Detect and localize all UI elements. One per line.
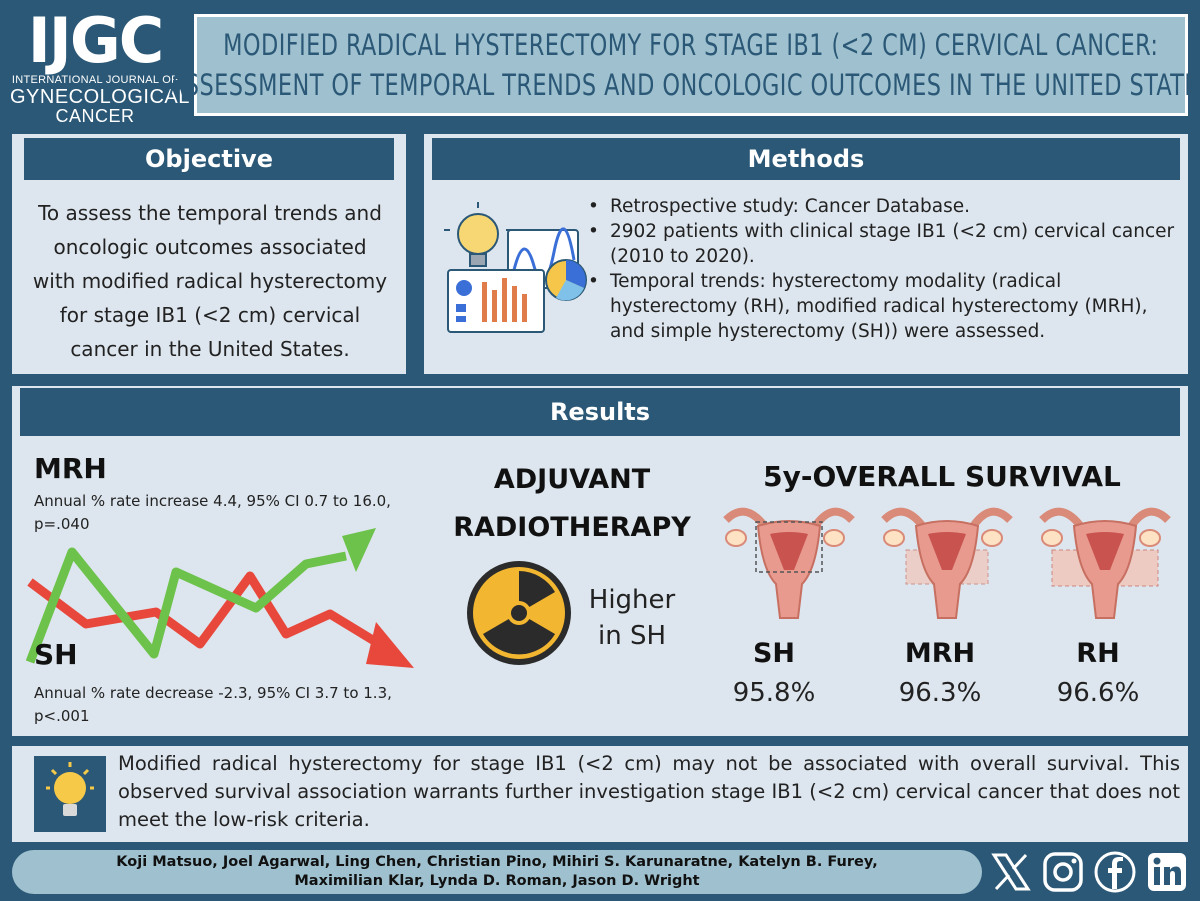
objective-text: To assess the temporal trends and oncolo…: [32, 201, 388, 361]
authors-line2: Maximilian Klar, Lynda D. Roman, Jason D…: [294, 873, 700, 889]
logo-line1: INTERNATIONAL JOURNAL OF: [11, 74, 179, 86]
journal-logo: IJGC INTERNATIONAL JOURNAL OF GYNECOLOGI…: [10, 4, 190, 126]
uterus-rh-icon: [1039, 507, 1171, 619]
uterus-sh-icon: [723, 507, 855, 619]
survival-rh-value: 96.6%: [1056, 678, 1140, 708]
survival-sh-value: 95.8%: [732, 678, 816, 708]
logo-acronym: IJGC: [27, 4, 165, 77]
authors-line1: Koji Matsuo, Joel Agarwal, Ling Chen, Ch…: [116, 854, 878, 870]
methods-panel: Methods Retrospective study: Cancer Data…: [424, 134, 1188, 374]
methods-item: Temporal trends: hysterectomy modality (…: [584, 269, 1180, 344]
uterus-mrh-icon: [881, 507, 1013, 619]
facebook-icon[interactable]: [1092, 849, 1138, 895]
title-line2: ASSESSMENT OF TEMPORAL TRENDS AND ONCOLO…: [168, 68, 1200, 102]
data-analysis-icon: [444, 202, 587, 333]
survival-mrh-value: 96.3%: [898, 678, 982, 708]
sh-decrease-arrow: [366, 622, 414, 668]
title-line1: MODIFIED RADICAL HYSTERECTOMY FOR STAGE …: [223, 28, 1159, 62]
adjuvant-heading: ADJUVANT RADIOTHERAPY: [452, 456, 692, 552]
mrh-increase-arrow: [342, 528, 376, 572]
survival-heading: 5y-OVERALL SURVIVAL: [763, 460, 1121, 493]
survival-sh-label: SH: [752, 638, 796, 669]
mrh-trend-label: MRH: [34, 452, 107, 485]
title-box: MODIFIED RADICAL HYSTERECTOMY FOR STAGE …: [169, 14, 1200, 116]
uterus-icons: [723, 507, 1171, 619]
methods-item: 2902 patients with clinical stage IB1 (<…: [584, 219, 1180, 269]
lightbulb-icon: [34, 756, 106, 832]
methods-item: Retrospective study: Cancer Database.: [584, 194, 1180, 219]
mrh-trend-text: Annual % rate increase 4.4, 95% CI 0.7 t…: [34, 492, 391, 533]
authors-box: Koji Matsuo, Joel Agarwal, Ling Chen, Ch…: [12, 850, 982, 894]
logo-line2: GYNECOLOGICAL: [10, 86, 190, 108]
conclusion-panel: Modified radical hysterectomy for stage …: [12, 746, 1188, 842]
mrh-increase-line: [26, 547, 347, 664]
adjuvant-result-line1: Higher: [588, 585, 676, 615]
objective-panel: Objective To assess the temporal trends …: [12, 134, 406, 374]
adjuvant-result: Higher in SH: [582, 582, 682, 654]
methods-heading: Methods: [432, 138, 1180, 180]
sh-trend-text: Annual % rate decrease -2.3, 95% CI 3.7 …: [34, 684, 392, 725]
objective-heading: Objective: [24, 138, 394, 180]
sh-trend-label: SH: [34, 638, 78, 671]
results-panel: Results MRH Annual % rate increase 4.4, …: [12, 386, 1188, 736]
survival-rh-label: RH: [1076, 638, 1120, 669]
methods-list: Retrospective study: Cancer Database. 29…: [584, 194, 1180, 344]
adjuvant-result-line2: in SH: [597, 621, 667, 651]
instagram-icon[interactable]: [1040, 849, 1086, 895]
adjuvant-line2: RADIOTHERAPY: [453, 512, 691, 543]
results-heading: Results: [20, 388, 1180, 436]
radiation-icon: [467, 561, 571, 665]
x-icon[interactable]: [988, 849, 1034, 895]
survival-mrh-label: MRH: [904, 638, 976, 669]
conclusion-text: Modified radical hysterectomy for stage …: [118, 752, 1180, 831]
linkedin-icon[interactable]: [1144, 849, 1190, 895]
adjuvant-line1: ADJUVANT: [493, 464, 651, 495]
logo-line3: CANCER: [55, 106, 135, 126]
trend-lines: [26, 528, 414, 668]
sh-decrease-line: [27, 571, 379, 649]
